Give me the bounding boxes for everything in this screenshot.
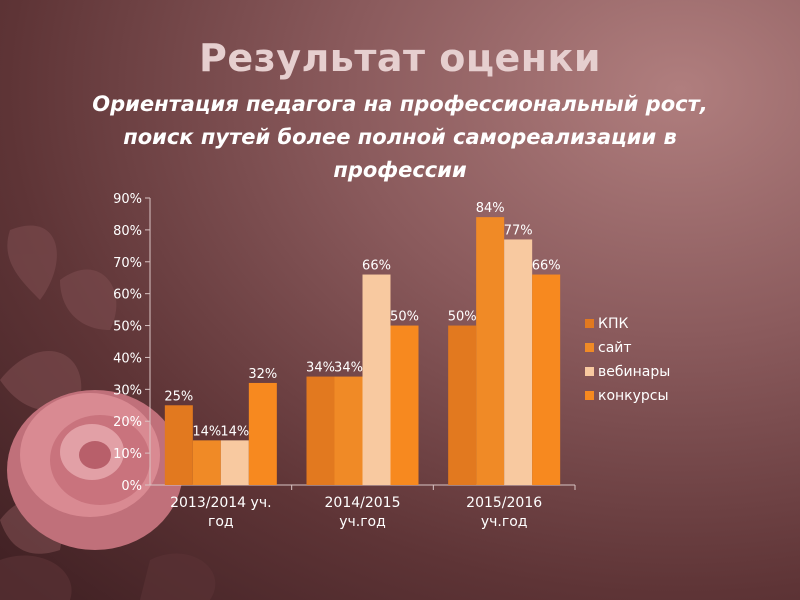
- data-label: 84%: [476, 201, 505, 216]
- bar: [532, 274, 561, 485]
- y-tick-label: 90%: [113, 192, 142, 207]
- data-label: 32%: [248, 367, 277, 382]
- data-label: 34%: [334, 361, 363, 376]
- data-label: 14%: [192, 424, 221, 439]
- data-label: 66%: [362, 259, 391, 274]
- category-label: уч.год: [481, 514, 528, 530]
- subtitle-line: Ориентация педагога на профессиональный …: [92, 92, 708, 116]
- category-label: 2014/2015: [325, 495, 401, 511]
- legend-label: вебинары: [598, 364, 670, 380]
- slide-title: Результат оценки: [199, 36, 601, 80]
- subtitle-line: профессии: [333, 158, 467, 182]
- bar: [362, 274, 391, 485]
- data-label: 14%: [220, 424, 249, 439]
- y-tick-label: 70%: [113, 256, 142, 271]
- legend-swatch: [585, 367, 594, 376]
- bar: [334, 376, 363, 485]
- legend-swatch: [585, 343, 594, 352]
- data-label: 66%: [532, 259, 561, 274]
- bar: [504, 239, 533, 485]
- y-tick-label: 10%: [113, 447, 142, 462]
- y-tick-label: 0%: [121, 479, 142, 494]
- bar: [306, 376, 335, 485]
- category-label: уч.год: [339, 514, 386, 530]
- y-tick-label: 80%: [113, 224, 142, 239]
- y-tick-label: 40%: [113, 351, 142, 366]
- y-tick-label: 50%: [113, 320, 142, 335]
- data-label: 50%: [390, 310, 419, 325]
- category-label: год: [208, 514, 234, 530]
- subtitle-line: поиск путей более полной самореализации …: [123, 125, 677, 149]
- data-label: 50%: [448, 310, 477, 325]
- slide-subtitle: Ориентация педагога на профессиональный …: [40, 88, 760, 187]
- legend-label: сайт: [598, 340, 632, 356]
- bar: [192, 440, 221, 485]
- y-tick-label: 60%: [113, 288, 142, 303]
- y-tick-label: 30%: [113, 383, 142, 398]
- bar: [390, 325, 419, 485]
- data-label: 34%: [306, 361, 335, 376]
- bar: [220, 440, 249, 485]
- legend-label: КПК: [598, 316, 628, 332]
- legend-swatch: [585, 319, 594, 328]
- data-label: 25%: [164, 389, 193, 404]
- data-label: 77%: [504, 223, 533, 238]
- category-label: 2015/2016: [466, 495, 542, 511]
- category-label: 2013/2014 уч.: [170, 495, 271, 511]
- bar: [164, 405, 193, 485]
- bar: [476, 217, 505, 485]
- y-tick-label: 20%: [113, 415, 142, 430]
- bar: [448, 325, 477, 485]
- legend-swatch: [585, 391, 594, 400]
- bar: [248, 382, 277, 485]
- legend-label: конкурсы: [598, 388, 669, 404]
